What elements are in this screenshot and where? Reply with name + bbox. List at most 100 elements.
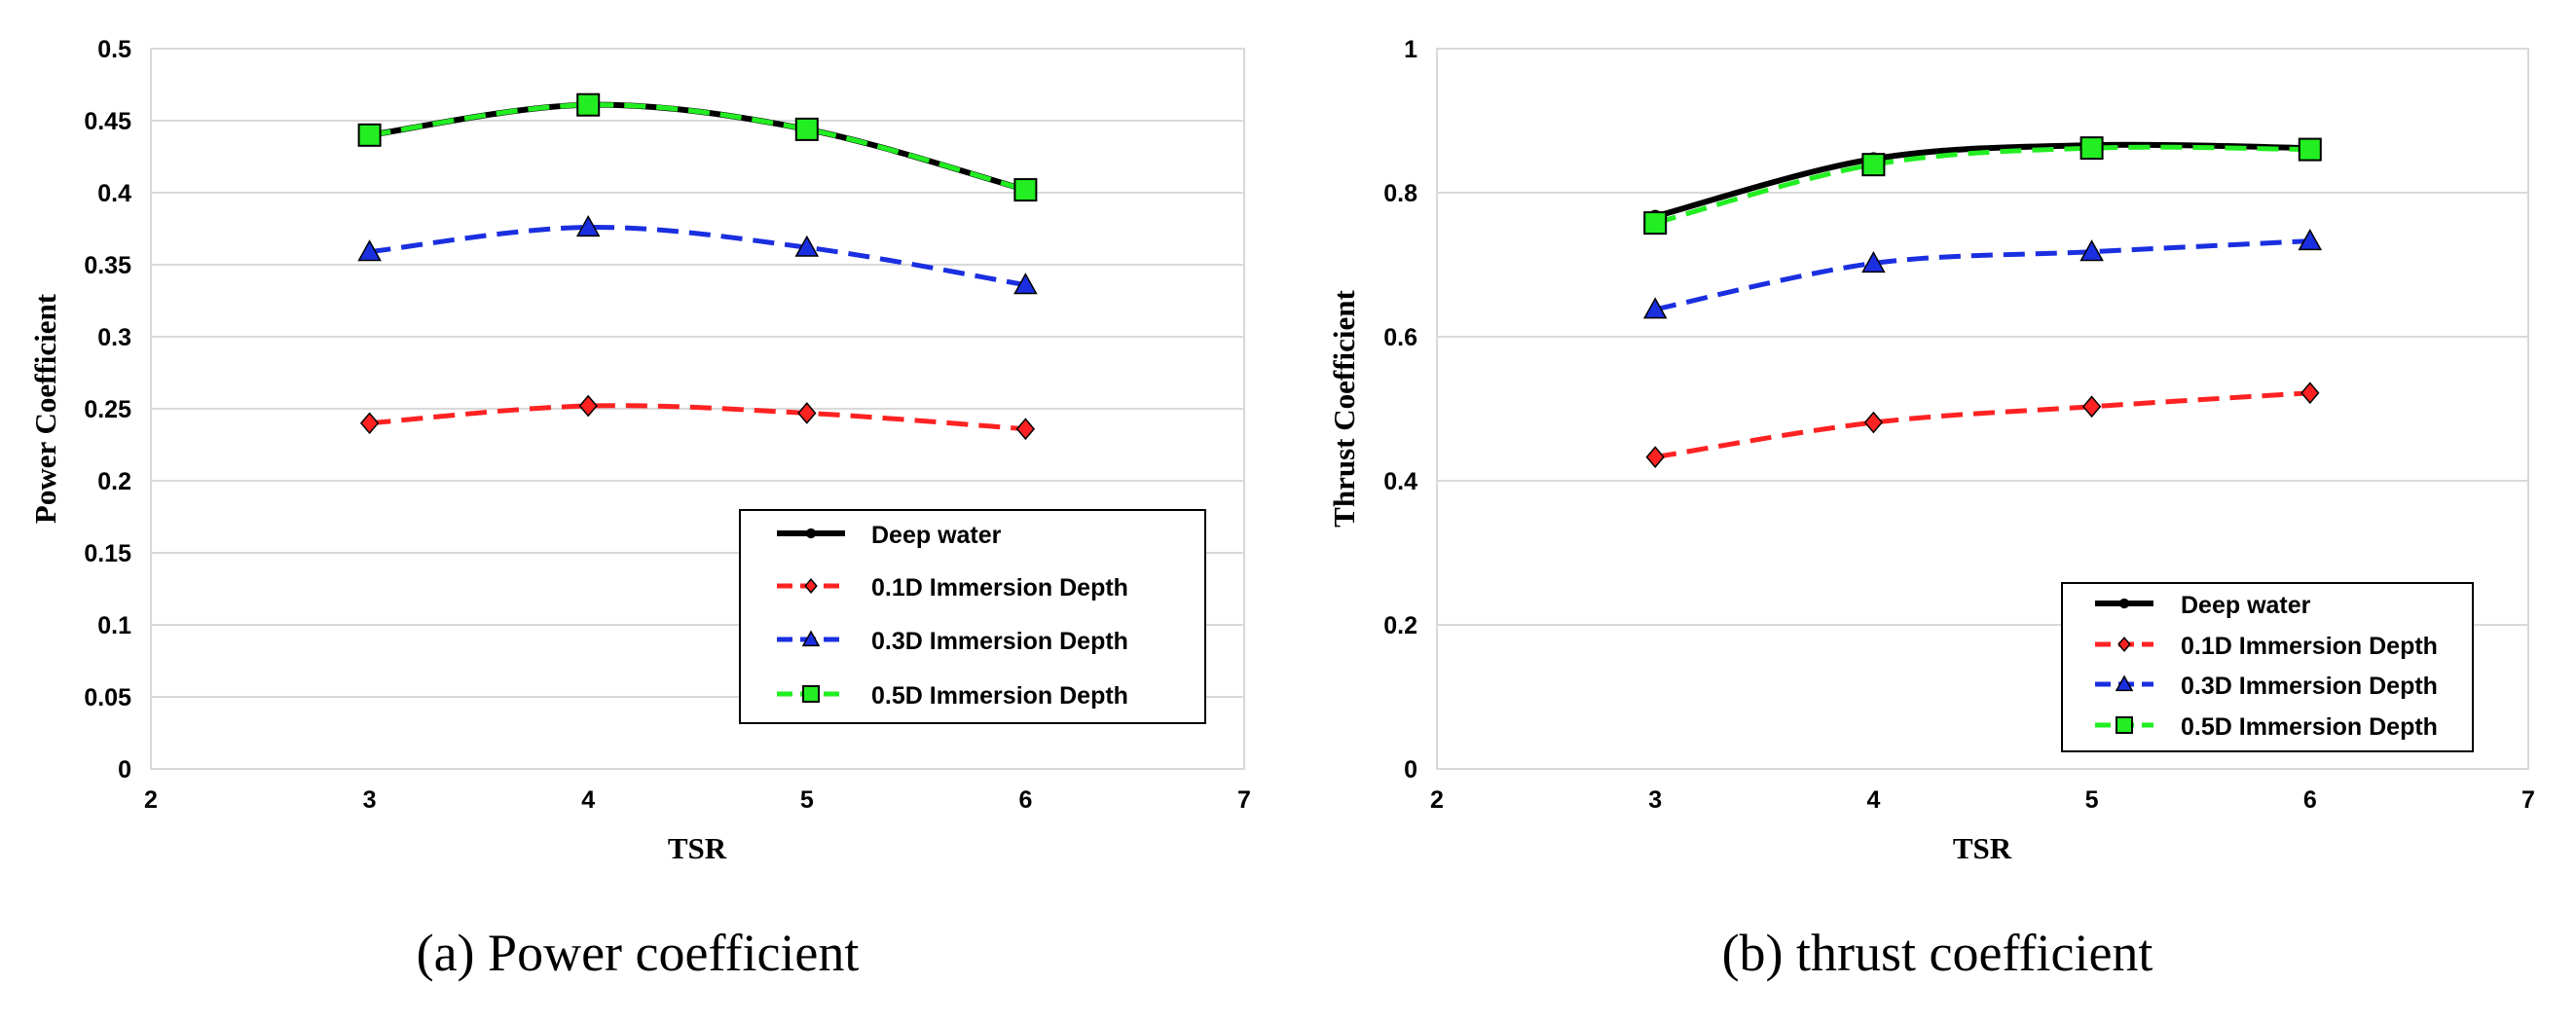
thrust-y-tick-1: 1	[1404, 36, 1417, 63]
thrust-y-axis-label: Thrust Coefficient	[1327, 289, 1361, 527]
power-legend-marker-deep-water	[805, 528, 817, 539]
thrust-series-group	[1642, 136, 2323, 468]
thrust-point-0-1d-immersion-depth-tsr-5	[2081, 395, 2102, 419]
power-legend: Deep water 0.1D Immersion Depth 0.3D Imm…	[739, 509, 1206, 724]
power-chart-panel: 0 0.05 0.1 0.15 0.2 0.25 0.3 0.35 0.4 0.45 0.5 2 3 4…	[28, 36, 1251, 982]
power-point-0-3d-immersion-depth-tsr-3	[357, 239, 382, 262]
thrust-y-tick-0-2: 0.2	[1383, 612, 1417, 639]
power-legend-swatch-0-1d-immersion-depth	[777, 578, 845, 594]
power-line-0-3d-immersion-depth	[369, 225, 1026, 288]
thrust-series-0-5d-immersion-depth	[1643, 136, 2322, 236]
power-caption: (a) Power coefficient	[417, 924, 860, 982]
thrust-legend-swatches	[2095, 598, 2153, 734]
thrust-legend-label-0.5d: 0.5D Immersion Depth	[2181, 713, 2438, 741]
thrust-x-tick-5: 5	[2085, 786, 2099, 814]
power-y-tick-0-15: 0.15	[84, 540, 131, 567]
power-point-0-5d-immersion-depth-tsr-3	[357, 123, 382, 147]
power-point-0-1d-immersion-depth-tsr-6	[1015, 418, 1036, 441]
thrust-y-tick-labels: 0 0.2 0.4 0.6 0.8 1	[1383, 36, 1417, 783]
thrust-line-0-1d-immersion-depth	[1654, 390, 2310, 460]
power-legend-swatch-0-3d-immersion-depth	[777, 630, 845, 647]
thrust-point-0-1d-immersion-depth-tsr-6	[2300, 382, 2320, 405]
thrust-y-tick-0: 0	[1404, 756, 1417, 783]
power-point-0-5d-immersion-depth-tsr-5	[794, 117, 819, 141]
power-y-tick-0-3: 0.3	[97, 324, 131, 351]
power-x-axis-label: TSR	[668, 831, 727, 865]
thrust-x-tick-2: 2	[1430, 786, 1444, 814]
thrust-x-tick-4: 4	[1866, 786, 1880, 814]
power-legend-marker-0-3d-immersion-depth	[801, 630, 821, 647]
power-y-tick-labels: 0 0.05 0.1 0.15 0.2 0.25 0.3 0.35 0.4 0.45 0.5	[84, 36, 131, 783]
thrust-legend-swatch-0-5d-immersion-depth	[2095, 716, 2153, 734]
power-series-0-5d-immersion-depth	[357, 92, 1038, 202]
thrust-line-0-3d-immersion-depth	[1654, 238, 2310, 312]
thrust-x-tick-3: 3	[1648, 786, 1662, 814]
thrust-point-0-3d-immersion-depth-tsr-4	[1861, 250, 1886, 273]
thrust-legend-label-deep-water: Deep water	[2181, 592, 2311, 619]
power-legend-label-0.3d: 0.3D Immersion Depth	[871, 628, 1128, 655]
power-point-0-3d-immersion-depth-tsr-5	[794, 235, 820, 257]
thrust-y-tick-0-8: 0.8	[1383, 180, 1417, 207]
thrust-line-0-5d-immersion-depth	[1654, 144, 2310, 226]
power-point-0-1d-immersion-depth-tsr-4	[578, 394, 598, 418]
thrust-legend-label-0.3d: 0.3D Immersion Depth	[2181, 673, 2438, 700]
power-line-0-1d-immersion-depth	[369, 403, 1026, 432]
power-point-0-5d-immersion-depth-tsr-4	[576, 92, 601, 117]
power-point-0-3d-immersion-depth-tsr-6	[1013, 273, 1038, 295]
thrust-point-0-5d-immersion-depth-tsr-3	[1643, 211, 1668, 236]
thrust-point-0-3d-immersion-depth-tsr-6	[2298, 229, 2323, 251]
power-x-tick-labels: 2 3 4 5 6 7	[144, 786, 1251, 814]
power-y-tick-0-35: 0.35	[84, 252, 131, 279]
thrust-point-0-1d-immersion-depth-tsr-4	[1863, 411, 1884, 434]
thrust-x-axis-label: TSR	[1953, 831, 2012, 865]
power-legend-swatches	[777, 528, 845, 703]
power-y-tick-0: 0	[118, 756, 131, 783]
power-line-0-5d-immersion-depth	[369, 102, 1027, 193]
power-x-tick-4: 4	[581, 786, 595, 814]
power-series-group	[357, 92, 1038, 441]
power-y-tick-0-45: 0.45	[84, 108, 131, 135]
power-series-0-1d-immersion-depth	[359, 394, 1036, 441]
power-legend-swatch-0-5d-immersion-depth	[777, 685, 845, 703]
power-point-0-1d-immersion-depth-tsr-5	[797, 402, 817, 424]
power-x-tick-5: 5	[800, 786, 814, 814]
thrust-point-0-1d-immersion-depth-tsr-3	[1645, 446, 1665, 468]
power-y-tick-0-05: 0.05	[84, 684, 131, 711]
thrust-legend-marker-0-5d-immersion-depth	[2116, 716, 2133, 734]
thrust-series-0-1d-immersion-depth	[1645, 382, 2320, 468]
thrust-legend-swatch-0-1d-immersion-depth	[2095, 637, 2153, 652]
power-y-tick-0-1: 0.1	[97, 612, 131, 639]
power-point-0-3d-immersion-depth-tsr-4	[575, 214, 601, 237]
power-point-0-1d-immersion-depth-tsr-3	[359, 412, 380, 435]
thrust-legend-marker-0-1d-immersion-depth	[2117, 637, 2131, 652]
power-legend-label-0.1d: 0.1D Immersion Depth	[871, 574, 1128, 601]
thrust-chart-panel: 0 0.2 0.4 0.6 0.8 1 2 3 4 5 6 7 TSR Thrust Coeffic…	[1327, 36, 2535, 982]
power-y-tick-0-4: 0.4	[97, 180, 131, 207]
power-y-tick-0-25: 0.25	[84, 396, 131, 423]
thrust-point-0-5d-immersion-depth-tsr-4	[1861, 153, 1886, 177]
power-legend-marker-0-5d-immersion-depth	[802, 685, 820, 703]
power-x-tick-6: 6	[1018, 786, 1032, 814]
power-legend-label-deep-water: Deep water	[871, 522, 1002, 549]
thrust-legend-marker-deep-water	[2118, 598, 2130, 609]
thrust-series-0-3d-immersion-depth	[1642, 229, 2323, 319]
thrust-legend-swatch-0-3d-immersion-depth	[2095, 674, 2153, 692]
thrust-y-tick-0-4: 0.4	[1383, 468, 1417, 495]
thrust-x-tick-labels: 2 3 4 5 6 7	[1430, 786, 2535, 814]
thrust-legend-label-0.1d: 0.1D Immersion Depth	[2181, 633, 2438, 660]
power-legend-label-0.5d: 0.5D Immersion Depth	[871, 682, 1128, 710]
thrust-point-0-3d-immersion-depth-tsr-5	[2079, 239, 2104, 262]
power-series-0-3d-immersion-depth	[357, 214, 1038, 295]
power-legend-swatch-deep-water	[777, 528, 845, 539]
thrust-legend-swatch-deep-water	[2095, 598, 2153, 609]
power-point-0-5d-immersion-depth-tsr-6	[1013, 178, 1038, 202]
power-x-tick-2: 2	[144, 786, 158, 814]
thrust-point-0-5d-immersion-depth-tsr-6	[2298, 137, 2322, 162]
thrust-y-tick-0-6: 0.6	[1383, 324, 1417, 351]
power-y-tick-0-5: 0.5	[97, 36, 131, 63]
thrust-x-tick-7: 7	[2521, 786, 2535, 814]
power-y-tick-0-2: 0.2	[97, 468, 131, 495]
power-legend-marker-0-1d-immersion-depth	[804, 578, 818, 594]
power-y-axis-label: Power Coefficient	[28, 293, 62, 524]
